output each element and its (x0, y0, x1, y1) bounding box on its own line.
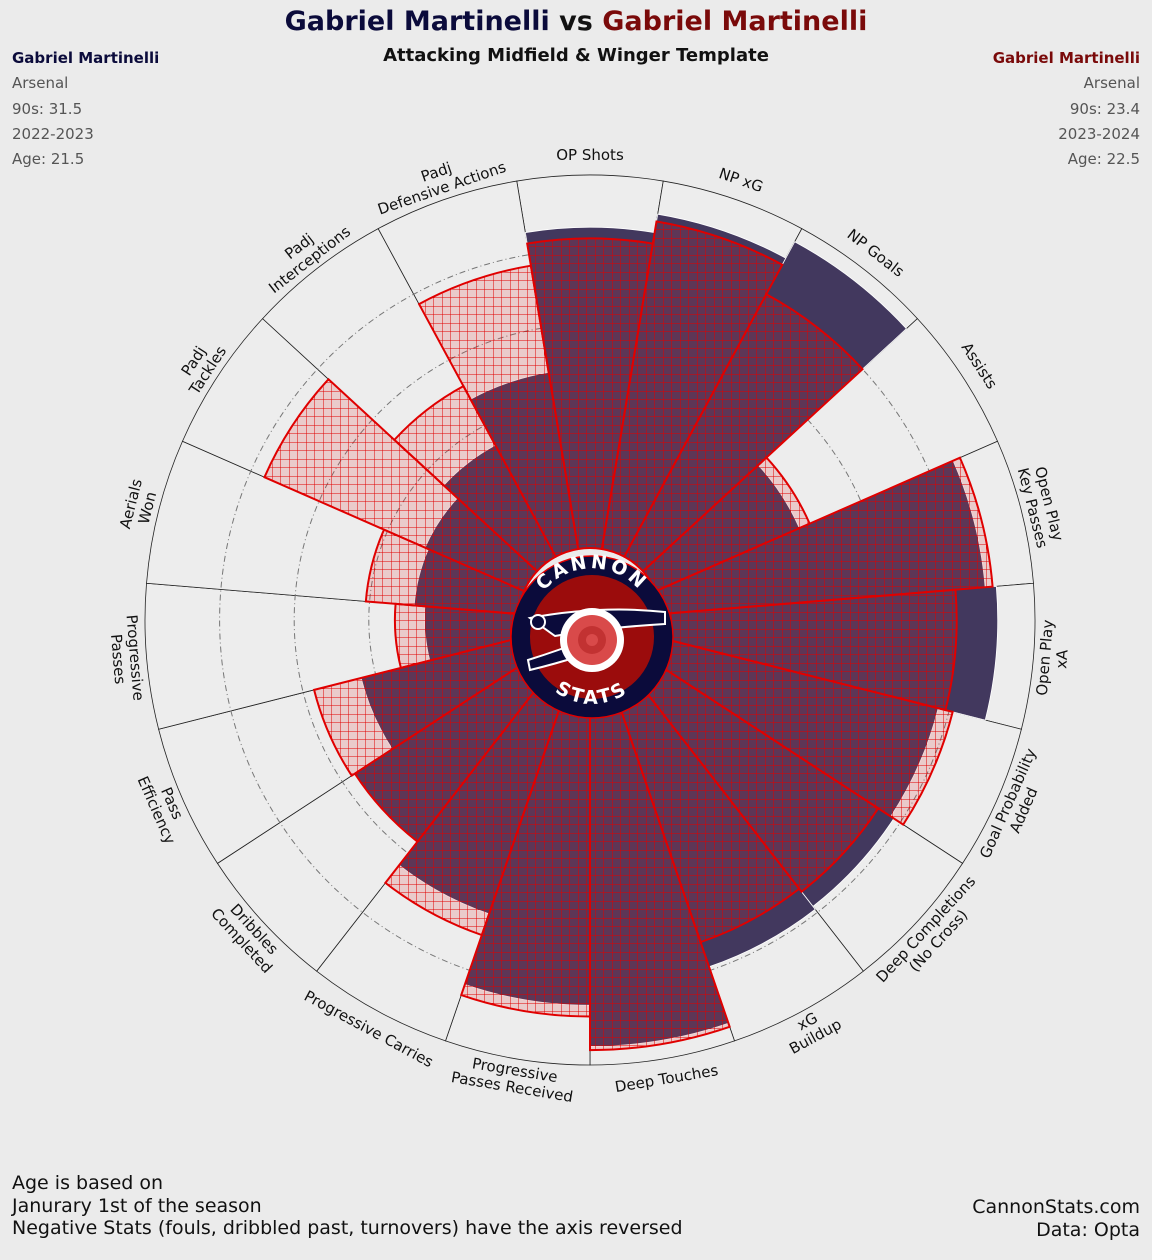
player1-name: Gabriel Martinelli (12, 49, 160, 67)
player2-info: Gabriel Martinelli Arsenal 90s: 23.4 202… (993, 46, 1140, 172)
footer-credits: CannonStats.com Data: Opta (972, 1196, 1140, 1241)
chart-subtitle: Attacking Midfield & Winger Template (383, 45, 769, 66)
category-label: Deep Touches (614, 1061, 720, 1096)
player2-bar (364, 528, 526, 616)
footer-note-line1: Age is based on (12, 1172, 164, 1194)
player1-nineties: 90s: 31.5 (12, 99, 83, 118)
category-label: ProgressivePasses (106, 614, 148, 703)
player2-bar (417, 264, 580, 559)
player2-bar (658, 588, 958, 712)
player2-nineties: 90s: 23.4 (1069, 99, 1140, 118)
footer-site: CannonStats.com (972, 1196, 1140, 1218)
title-player2: Gabriel Martinelli (602, 6, 868, 37)
player2-bar (526, 237, 654, 551)
category-label: OP Shots (556, 146, 624, 164)
player2-age: Age: 22.5 (1067, 150, 1140, 169)
player2-team: Arsenal (1083, 74, 1140, 93)
player2-bar (263, 377, 539, 593)
player2-bar (654, 456, 994, 616)
footer-note: Age is based on Janurary 1st of the seas… (12, 1172, 683, 1240)
player2-bar (459, 686, 591, 1018)
title-vs: vs (559, 6, 593, 37)
player1-info: Gabriel Martinelli Arsenal 90s: 31.5 202… (12, 46, 159, 172)
footer-note-line2: Janurary 1st of the season (12, 1194, 262, 1217)
title-player1: Gabriel Martinelli (284, 6, 550, 37)
player2-bar (392, 384, 558, 573)
player2-name: Gabriel Martinelli (992, 49, 1140, 67)
player1-team: Arsenal (12, 74, 69, 93)
chart-title: Gabriel Martinelli vs Gabriel Martinelli (0, 6, 1152, 37)
footer-source: Data: Opta (1036, 1218, 1140, 1241)
player2-bars (263, 220, 994, 1052)
category-label: NP xG (717, 164, 766, 196)
player2-season: 2023-2024 (1058, 124, 1140, 143)
footer-note-line3: Negative Stats (fouls, dribbled past, tu… (12, 1217, 683, 1239)
cannon-stats-logo: CANNON STATS (510, 551, 674, 719)
player1-age: Age: 21.5 (12, 150, 85, 169)
player2-bar (622, 292, 864, 573)
player2-bar (600, 220, 784, 559)
player1-season: 2022-2023 (12, 124, 94, 143)
category-label: Open PlayxA (1033, 619, 1074, 698)
